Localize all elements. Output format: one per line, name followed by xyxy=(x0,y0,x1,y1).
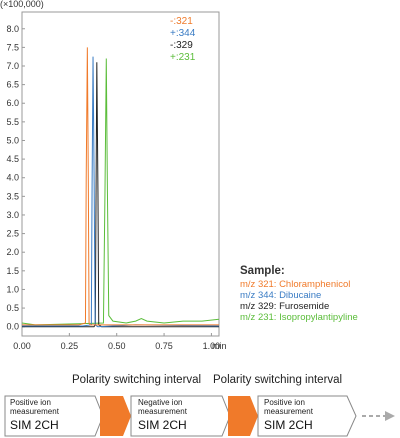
step3-mode: SIM 2CH xyxy=(264,418,313,432)
y-tick-label: 4.5 xyxy=(6,154,19,164)
interval-label-2: Polarity switching interval xyxy=(213,374,343,386)
sample-item-344: m/z 344: Dibucaine xyxy=(240,290,322,301)
y-tick-label: 5.0 xyxy=(6,135,19,145)
y-tick-label: 1.0 xyxy=(6,284,19,294)
x-tick-label: 0.50 xyxy=(108,341,126,351)
x-tick-label: 0.00 xyxy=(13,341,31,351)
sample-item-329: m/z 329: Furosemide xyxy=(240,301,330,312)
y-tick-label: 7.5 xyxy=(6,42,19,52)
y-multiplier-label: (×100,000) xyxy=(0,0,44,9)
y-tick-label: 3.5 xyxy=(6,191,19,201)
y-tick-label: 6.5 xyxy=(6,80,19,90)
continuation-arrowhead xyxy=(385,411,395,421)
y-tick-label: 6.0 xyxy=(6,98,19,108)
plot-frame xyxy=(21,11,220,337)
step3-box xyxy=(257,395,357,437)
sample-item-231: m/z 231: Isopropylantipyline xyxy=(240,312,358,323)
y-tick-label: 0.0 xyxy=(6,322,19,332)
step1-line1: Positive ion xyxy=(10,398,51,407)
y-tick-label: 4.0 xyxy=(6,173,19,183)
step1-line2: measurement xyxy=(10,407,59,416)
step3-line1: Positive ion xyxy=(264,398,305,407)
interval-arrow-2 xyxy=(228,396,258,436)
x-tick-label: 0.25 xyxy=(61,341,79,351)
y-tick-label: 8.0 xyxy=(6,24,19,34)
flow-shapes xyxy=(4,395,395,437)
sample-title: Sample: xyxy=(240,265,285,277)
legend-entry: +:344 xyxy=(170,28,196,39)
y-tick-label: 3.0 xyxy=(6,210,19,220)
interval-arrow-1 xyxy=(100,396,131,436)
step2-line1: Negative ion xyxy=(138,398,183,407)
series-line xyxy=(22,47,219,326)
chromatogram-chart: (×100,000) 0.0 0.5 1.0 1.5 2.0 2.5 3.0 3.5 4.0 4.… xyxy=(0,0,227,351)
step2-box xyxy=(130,395,231,437)
legend-entry: -:321 xyxy=(170,16,193,27)
step2-line2: measurement xyxy=(138,407,187,416)
series-line xyxy=(21,58,220,326)
step1-mode: SIM 2CH xyxy=(10,418,59,432)
y-tick-label: 7.0 xyxy=(6,61,19,71)
step2-mode: SIM 2CH xyxy=(138,418,187,432)
y-tick-label: 2.5 xyxy=(6,229,19,239)
legend-entry: +:231 xyxy=(170,52,196,63)
y-tick-label: 0.5 xyxy=(6,303,19,313)
x-axis-unit: min xyxy=(212,341,227,351)
y-tick-label: 5.5 xyxy=(6,117,19,127)
step3-line2: measurement xyxy=(264,407,313,416)
polarity-switching-diagram: Polarity switching interval Polarity swi… xyxy=(0,368,400,438)
y-tick-label: 1.5 xyxy=(6,266,19,276)
series-line xyxy=(22,62,219,328)
legend-entry: -:329 xyxy=(170,40,193,51)
y-tick-label: 2.0 xyxy=(6,247,19,257)
interval-label-1: Polarity switching interval xyxy=(72,374,202,386)
x-tick-label: 0.75 xyxy=(155,341,173,351)
sample-legend: Sample: m/z 321: Chloramphenicol m/z 344… xyxy=(240,265,358,323)
sample-item-321: m/z 321: Chloramphenicol xyxy=(240,279,351,290)
series-line xyxy=(22,56,220,328)
x-tick-label: 1.00 xyxy=(203,341,221,351)
step1-box xyxy=(4,395,104,437)
